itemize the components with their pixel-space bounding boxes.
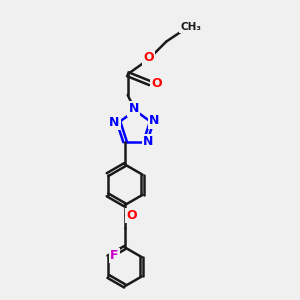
Text: O: O <box>126 209 137 222</box>
Text: N: N <box>109 116 119 129</box>
Text: CH₃: CH₃ <box>181 22 202 32</box>
Text: N: N <box>128 103 139 116</box>
Text: O: O <box>151 76 162 90</box>
Text: N: N <box>143 135 153 148</box>
Text: N: N <box>149 114 160 128</box>
Text: F: F <box>110 249 118 262</box>
Text: O: O <box>143 51 154 64</box>
